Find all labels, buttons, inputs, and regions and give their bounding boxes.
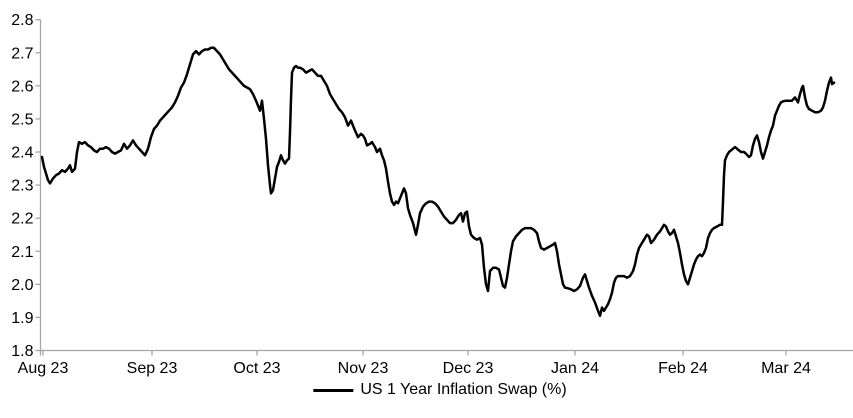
y-tick-label: 2.5: [11, 111, 33, 128]
x-tick-label: Jan 24: [551, 360, 599, 377]
legend-label: US 1 Year Inflation Swap (%): [360, 381, 567, 398]
x-tick-label: Oct 23: [233, 360, 280, 377]
x-tick-label: Feb 24: [658, 360, 708, 377]
x-tick-label: Dec 23: [443, 360, 494, 377]
series-line: [40, 46, 836, 318]
y-tick-label: 2.4: [11, 145, 33, 162]
x-tick-label: Sep 23: [127, 360, 178, 377]
x-tick-label: Nov 23: [338, 360, 389, 377]
y-tick-label: 2.6: [11, 78, 33, 95]
y-tick-label: 2.1: [11, 244, 33, 261]
x-tick-label: Mar 24: [761, 360, 811, 377]
y-tick-label: 1.8: [11, 343, 33, 360]
y-tick-label: 2.0: [11, 277, 33, 294]
legend-line-sample: [313, 388, 354, 392]
y-tick-label: 2.3: [11, 178, 33, 195]
chart-legend: US 1 Year Inflation Swap (%): [313, 381, 567, 399]
y-tick-label: 2.2: [11, 211, 33, 228]
y-tick-label: 2.8: [11, 12, 33, 29]
x-tick-label: Aug 23: [18, 360, 69, 377]
y-tick-label: 1.9: [11, 310, 33, 327]
y-tick-label: 2.7: [11, 45, 33, 62]
